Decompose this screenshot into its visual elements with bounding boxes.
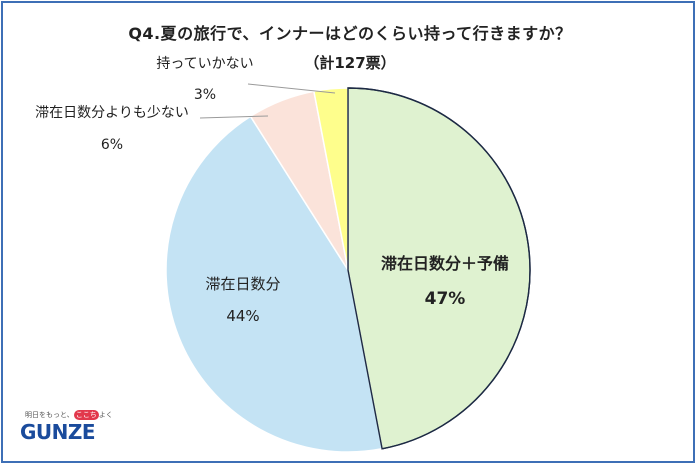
leader-line	[247, 83, 336, 94]
slice-category-label: 滞在日数分	[205, 275, 280, 293]
slice-category-label: 持っていかない	[156, 56, 253, 72]
slice-category-label: 滞在日数分よりも少ない	[35, 105, 189, 121]
gunze-logo: 明日をもっと、 ここち よく GUNZE	[20, 410, 120, 450]
tagline-suffix: よく	[98, 411, 113, 419]
slice-value-label: 3%	[194, 87, 216, 103]
slice-category-label: 滞在日数分＋予備	[381, 254, 509, 273]
chart-subtitle: （計127票）	[304, 54, 396, 72]
slice-value-label: 6%	[101, 137, 123, 153]
pie-slice-outline	[347, 87, 531, 450]
pie-slice	[165, 115, 383, 453]
brand-tagline: 明日をもっと、 ここち よく	[25, 410, 113, 420]
tagline-highlight: ここち	[73, 410, 99, 420]
leader-line	[199, 115, 269, 119]
chart-title: Q4.夏の旅行で、インナーはどのくらい持って行きますか？	[128, 24, 572, 43]
brand-wordmark: GUNZE	[20, 420, 96, 444]
slice-value-label: 47%	[425, 289, 466, 309]
tagline-text: 明日をもっと、	[25, 411, 74, 419]
slice-value-label: 44%	[226, 307, 259, 325]
